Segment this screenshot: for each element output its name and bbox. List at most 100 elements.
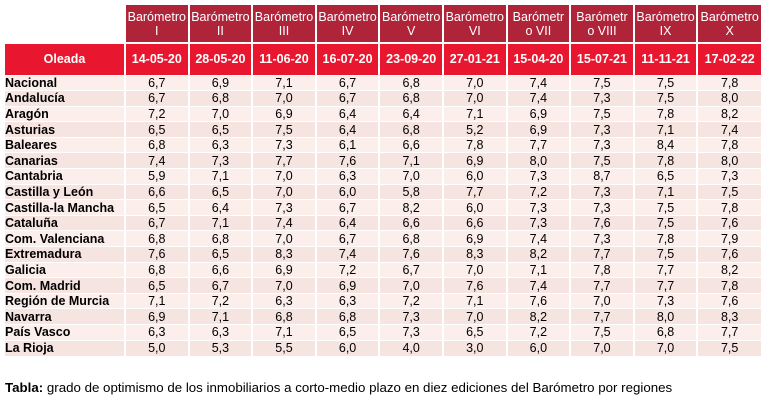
table-cell: 7,6	[696, 214, 761, 231]
table-cell: 7,8	[441, 136, 507, 153]
table-cell: 6,3	[187, 136, 253, 153]
table-cell: 6,7	[124, 214, 189, 231]
table-cell: 6,8	[314, 308, 380, 325]
table-cell: 7,7	[569, 246, 634, 263]
table-cell: 7,2	[505, 324, 571, 341]
table-cell: 5,9	[124, 168, 189, 185]
table-cell: 7,2	[187, 292, 253, 309]
table-cell: 8,2	[505, 308, 571, 325]
region-name: Asturias	[5, 121, 125, 138]
edition-header-line: Barómetro	[381, 9, 441, 24]
region-name: Cataluña	[5, 214, 125, 231]
table-cell: 7,7	[569, 308, 634, 325]
table-cell: 6,4	[314, 214, 380, 231]
table-cell: 7,3	[569, 199, 634, 216]
table-cell: 7,5	[569, 105, 634, 122]
table-cell: 6,8	[632, 324, 698, 341]
table-cell: 8,0	[696, 90, 761, 107]
table-cell: 7,3	[696, 168, 761, 185]
table-cell: 6,8	[124, 230, 189, 247]
region-name: Cantabria	[5, 168, 125, 185]
edition-header-line: Barómetro	[191, 9, 250, 24]
table-cell: 7,3	[378, 308, 443, 325]
table-cell: 7,5	[251, 121, 316, 138]
table-cell: 6,3	[314, 168, 380, 185]
table-cell: 7,5	[569, 74, 634, 91]
region-name: Navarra	[5, 308, 125, 325]
table-row: Com. Valenciana 6,8 6,8 7,0 6,7 6,8 6,9 7,4 7,3 7…	[5, 230, 761, 247]
table-cell: 5,2	[441, 121, 507, 138]
table-cell: 8,2	[696, 105, 761, 122]
table-cell: 6,7	[378, 261, 443, 278]
table-cell: 7,7	[696, 324, 761, 341]
table-cell: 7,8	[696, 74, 761, 91]
region-name: Región de Murcia	[5, 292, 125, 309]
table-cell: 7,4	[505, 74, 571, 91]
table-row: Extremadura 7,6 6,5 8,3 7,4 7,6 8,3 8,2 7,7 7,5 7,…	[5, 246, 761, 263]
table-cell: 7,3	[569, 136, 634, 153]
table-cell: 7,8	[632, 105, 698, 122]
table-cell: 7,3	[632, 292, 698, 309]
region-name: País Vasco	[5, 324, 125, 341]
table-cell: 6,0	[505, 339, 571, 356]
table-cell: 6,7	[314, 90, 380, 107]
region-name: La Rioja	[5, 339, 125, 356]
table-cell: 7,0	[251, 168, 316, 185]
table-cell: 7,7	[441, 183, 507, 200]
table-cell: 7,6	[314, 152, 380, 169]
table-cell: 7,8	[632, 230, 698, 247]
table-cell: 6,0	[441, 168, 507, 185]
table-cell: 7,0	[441, 308, 507, 325]
date-header: 11-11-21	[632, 42, 698, 75]
edition-header: Barómetro X	[696, 5, 761, 43]
region-name: Extremadura	[5, 246, 125, 263]
table-cell: 5,0	[124, 339, 189, 356]
table-cell: 7,0	[569, 292, 634, 309]
date-header-row: Oleada 14-05-20 28-05-20 11-06-20 16-07-20 2…	[5, 42, 761, 75]
table-cell: 6,8	[124, 261, 189, 278]
table-cell: 6,5	[441, 324, 507, 341]
table-cell: 7,6	[505, 292, 571, 309]
table-cell: 6,8	[251, 308, 316, 325]
table-row: Andalucía 6,7 6,8 7,0 6,7 6,8 7,0 7,4 7,3 7,5 8,0	[5, 90, 761, 107]
table-cell: 6,7	[187, 277, 253, 294]
edition-header-line: Barómetro	[445, 9, 504, 24]
table-cell: 6,4	[378, 105, 443, 122]
table-cell: 7,0	[251, 90, 316, 107]
table-cell: 6,8	[187, 230, 253, 247]
table-cell: 5,8	[378, 183, 443, 200]
date-header: 15-04-20	[505, 42, 571, 75]
date-header: 16-07-20	[314, 42, 380, 75]
edition-header-line: o VII	[525, 23, 552, 38]
table-cell: 6,9	[251, 261, 316, 278]
table-cell: 6,4	[314, 105, 380, 122]
table-cell: 6,7	[314, 199, 380, 216]
table-cell: 7,0	[251, 277, 316, 294]
region-name: Castilla y León	[5, 183, 125, 200]
table-cell: 7,4	[314, 246, 380, 263]
table-cell: 7,6	[378, 246, 443, 263]
edition-header: Barómetro IV	[314, 5, 380, 43]
table-cell: 7,8	[696, 199, 761, 216]
table-cell: 6,9	[441, 152, 507, 169]
edition-header-line: VI	[468, 23, 481, 38]
edition-header-line: I	[155, 23, 159, 38]
header-corner	[5, 5, 125, 43]
table-cell: 7,3	[505, 214, 571, 231]
table-cell: 7,8	[696, 277, 761, 294]
table-body: Nacional 6,7 6,9 7,1 6,7 6,8 7,0 7,4 7,5 7,5 7,8 An…	[5, 74, 761, 356]
table-cell: 6,7	[314, 74, 380, 91]
table-row: Cataluña 6,7 7,1 7,4 6,4 6,6 6,6 7,3 7,6 7,5 7,6	[5, 214, 761, 231]
table-cell: 6,5	[632, 168, 698, 185]
table-cell: 6,4	[187, 199, 253, 216]
table-cell: 7,3	[251, 199, 316, 216]
table-row: Cantabria 5,9 7,1 7,0 6,3 7,0 6,0 7,3 8,7 6,5 7,3	[5, 168, 761, 185]
edition-header-line: Barómetr	[576, 9, 628, 24]
date-header: 17-02-22	[696, 42, 761, 75]
table-row: País Vasco 6,3 6,3 7,1 6,5 7,3 6,5 7,2 7,5 6,8 7,7	[5, 324, 761, 341]
table-cell: 7,5	[569, 324, 634, 341]
table-cell: 8,3	[696, 308, 761, 325]
table-cell: 7,4	[505, 230, 571, 247]
table-cell: 6,8	[378, 230, 443, 247]
table-cell: 7,7	[251, 152, 316, 169]
